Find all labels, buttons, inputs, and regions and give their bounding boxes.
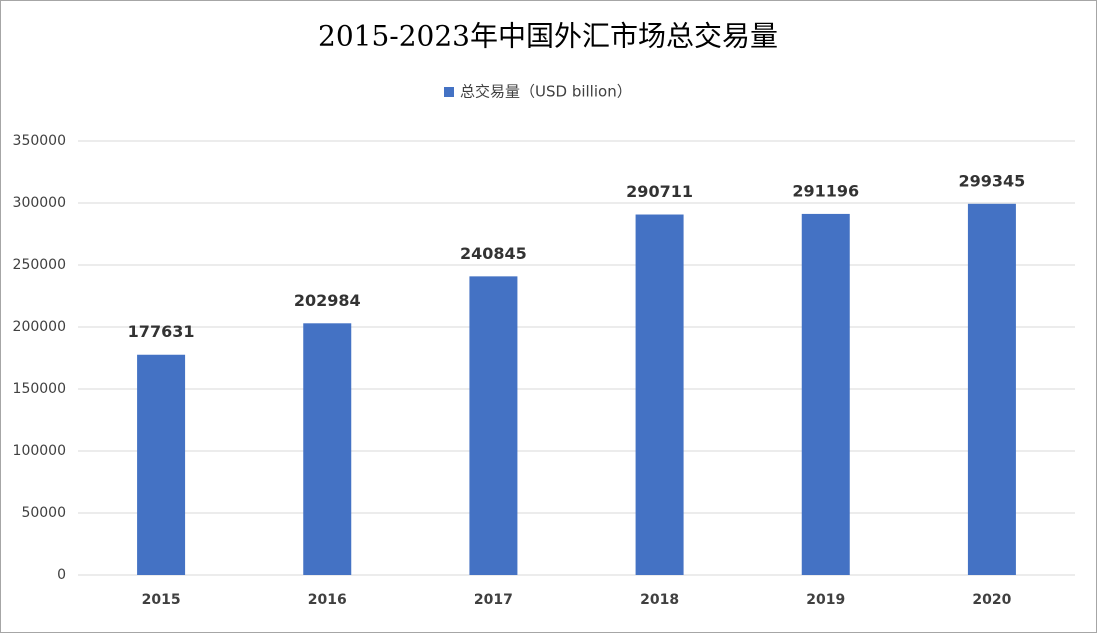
legend-label: 总交易量（USD billion） (460, 83, 632, 101)
y-tick-label: 50000 (21, 505, 66, 521)
x-tick-label: 2017 (474, 592, 513, 608)
bar (801, 213, 850, 575)
bar (469, 276, 518, 575)
value-label: 240845 (460, 244, 527, 263)
y-tick-label: 100000 (13, 443, 66, 459)
x-tick-label: 2015 (142, 592, 181, 608)
y-tick-label: 200000 (13, 319, 66, 335)
bar (635, 214, 684, 575)
x-tick-label: 2016 (308, 592, 347, 608)
x-tick-label: 2020 (972, 592, 1011, 608)
y-tick-label: 350000 (13, 133, 66, 149)
bar (303, 323, 352, 575)
value-label: 291196 (792, 181, 859, 200)
value-label: 177631 (128, 322, 195, 341)
bar (967, 203, 1016, 575)
y-tick-label: 150000 (13, 381, 66, 397)
bar (137, 354, 186, 575)
value-label: 202984 (294, 291, 361, 310)
y-tick-label: 300000 (13, 195, 66, 211)
legend-swatch (444, 87, 454, 97)
value-label: 290711 (626, 182, 693, 201)
x-tick-label: 2019 (806, 592, 845, 608)
value-label: 299345 (959, 171, 1026, 190)
y-tick-label: 0 (57, 567, 66, 583)
y-tick-label: 250000 (13, 257, 66, 273)
x-tick-label: 2018 (640, 592, 679, 608)
chart-title: 2015-2023年中国外汇市场总交易量 (318, 20, 778, 53)
